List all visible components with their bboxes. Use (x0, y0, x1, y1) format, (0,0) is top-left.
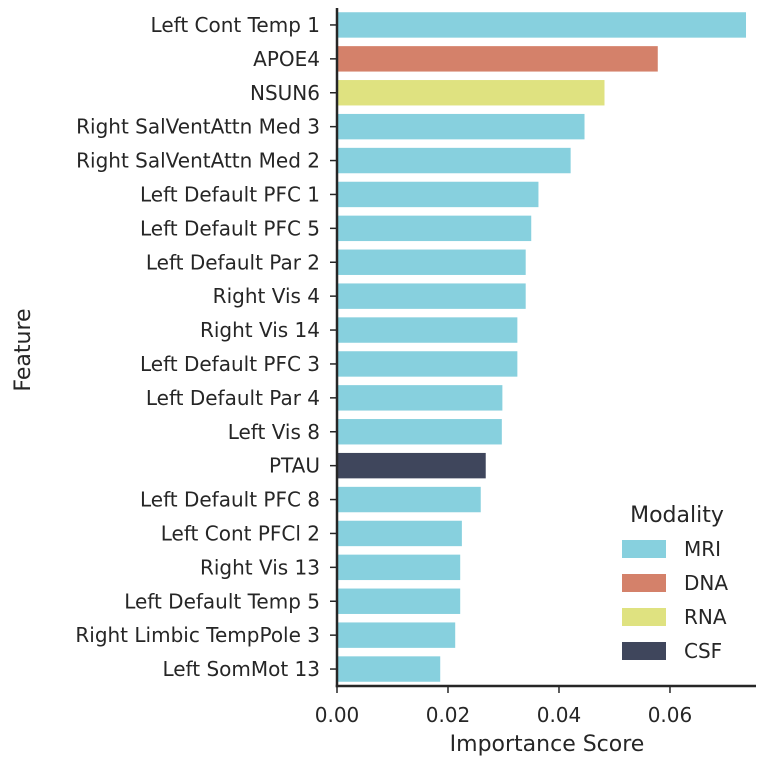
y-tick-label: Right Vis 14 (200, 318, 320, 342)
legend-swatch-dna (622, 574, 666, 592)
bar-13 (337, 452, 486, 479)
bar-7 (337, 249, 526, 275)
bar-18 (337, 622, 456, 648)
bar-12 (337, 419, 502, 445)
bar-3 (337, 113, 585, 140)
y-axis-title: Feature (11, 308, 36, 391)
bar-9 (337, 317, 518, 343)
x-tick-label: 0.02 (426, 703, 471, 727)
y-tick-label: Right Vis 13 (200, 555, 320, 579)
bar-17 (337, 588, 461, 614)
bar-15 (337, 520, 462, 547)
bar-19 (337, 656, 441, 682)
y-tick-label: Right Vis 4 (213, 284, 320, 308)
y-tick-label: Left Default PFC 1 (140, 182, 320, 206)
y-tick-label: Left Default PFC 8 (140, 488, 320, 512)
bar-10 (337, 351, 518, 377)
bar-16 (337, 554, 461, 581)
legend-swatch-csf (622, 642, 666, 660)
y-tick-label: APOE4 (253, 47, 320, 71)
y-tick-labels: Left Cont Temp 1 APOE4 NSUN6 Right SalVentA… (75, 13, 337, 681)
x-tick-label: 0.04 (537, 703, 582, 727)
bar-14 (337, 486, 481, 513)
bar-5 (337, 181, 539, 208)
bar-4 (337, 147, 571, 174)
x-axis-title: Importance Score (450, 732, 645, 757)
x-tick-label: 0.06 (648, 703, 693, 727)
legend-label-csf: CSF (684, 639, 722, 663)
bar-6 (337, 215, 532, 242)
bar-0 (337, 12, 747, 38)
y-tick-label: Left Vis 8 (228, 420, 320, 444)
y-tick-label: Right SalVentAttn Med 3 (76, 115, 320, 139)
x-tick-label: 0.00 (315, 703, 360, 727)
y-tick-label: Right Limbic TempPole 3 (75, 623, 320, 647)
y-tick-label: Left Cont Temp 1 (151, 13, 320, 37)
y-tick-label: Right SalVentAttn Med 2 (76, 149, 320, 173)
bar-2 (337, 80, 605, 106)
y-tick-label: PTAU (269, 454, 320, 478)
bar-1 (337, 46, 658, 72)
y-tick-label: Left Default PFC 5 (140, 216, 320, 240)
y-tick-label: Left Default Par 4 (146, 386, 320, 410)
y-tick-label: Left Default PFC 3 (140, 352, 320, 376)
legend-title: Modality (630, 503, 724, 528)
legend-entries: MRI DNA RNA CSF (622, 537, 728, 663)
y-tick-label: Left Cont PFCl 2 (161, 521, 320, 545)
legend-label-mri: MRI (684, 537, 721, 561)
bar-11 (337, 385, 503, 411)
legend-label-rna: RNA (684, 605, 727, 629)
y-tick-label: Left SomMot 13 (162, 657, 320, 681)
legend-swatch-rna (622, 608, 666, 626)
y-tick-label: Left Default Par 2 (146, 250, 320, 274)
bars-group (337, 12, 747, 682)
legend: Modality MRI DNA RNA CSF (622, 503, 728, 663)
y-tick-label: NSUN6 (250, 81, 320, 105)
x-ticks: 0.00 0.02 0.04 0.06 (315, 686, 693, 727)
legend-swatch-mri (622, 540, 666, 558)
bar-8 (337, 283, 526, 309)
y-tick-label: Left Default Temp 5 (124, 589, 320, 613)
legend-label-dna: DNA (684, 571, 728, 595)
